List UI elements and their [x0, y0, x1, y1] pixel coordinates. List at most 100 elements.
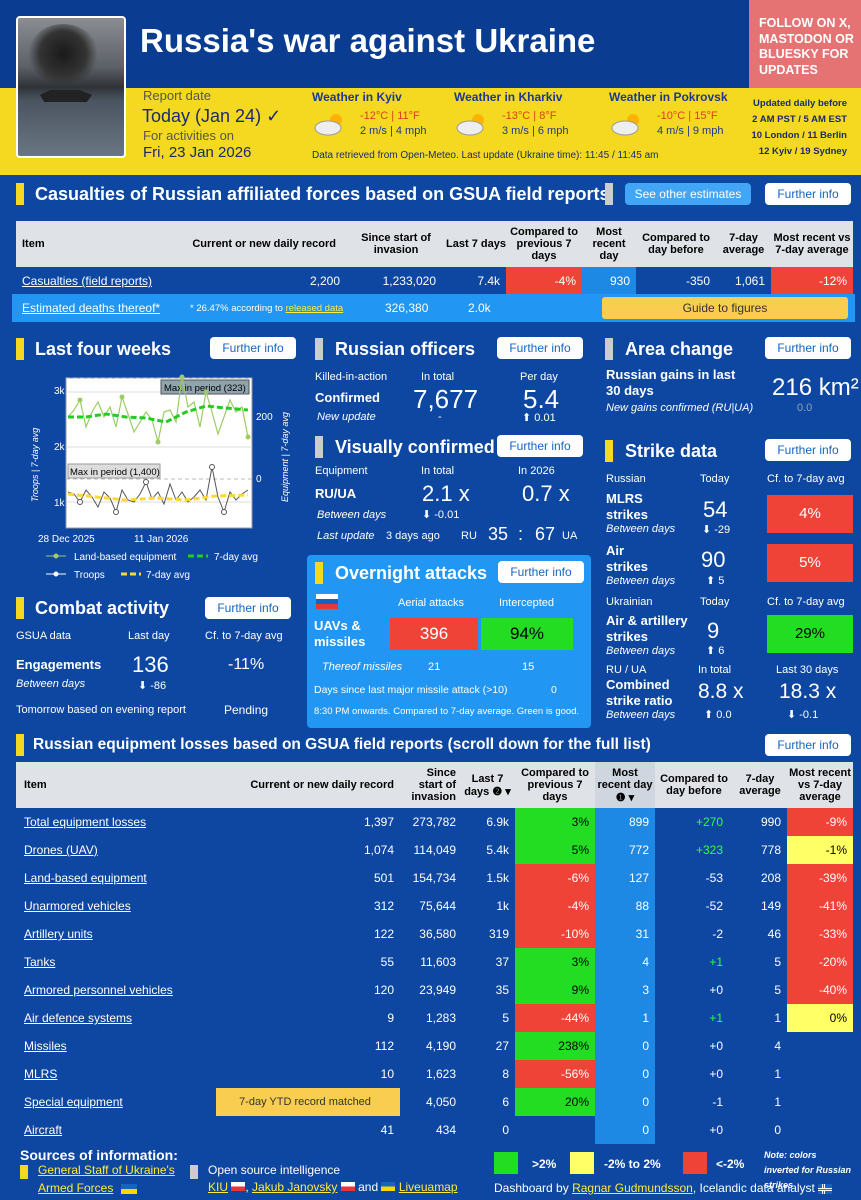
dashboard-credit: Dashboard by Ragnar Gudmundsson, Iceland…	[494, 1181, 833, 1195]
cf-label: Cf. to 7-day avg	[767, 596, 845, 608]
mlrs-label: MLRS strikes	[606, 491, 648, 522]
overnight-further-button[interactable]: Further info	[498, 561, 584, 583]
ruua-label: RU / UA	[606, 664, 647, 676]
deaths-link[interactable]: Estimated deaths thereof*	[22, 301, 161, 315]
engagements-pct: -11%	[228, 656, 265, 673]
strike-title: Strike data	[625, 441, 718, 461]
cf-label: Cf. to 7-day avg	[205, 630, 283, 642]
table-row: Special equipment 7-day YTD record match…	[16, 1088, 853, 1116]
legend-label: Land-based equipment	[74, 552, 177, 563]
kiu-link[interactable]: KIU	[208, 1180, 229, 1194]
released-data-link[interactable]: released data	[285, 303, 344, 314]
equipment-link[interactable]: Air defence systems	[24, 1011, 133, 1025]
table-row: Aircraft 41 434 0 0 +0 0	[16, 1116, 853, 1144]
strike-further-button[interactable]: Further info	[765, 439, 851, 461]
liveuamap-link[interactable]: Liveuamap	[398, 1180, 458, 1194]
area-further-button[interactable]: Further info	[765, 337, 851, 359]
legend-green	[494, 1152, 518, 1174]
confirmed-label: New gains confirmed (RU|UA)	[606, 402, 754, 414]
section-marker	[16, 338, 24, 360]
equipment-link[interactable]: Land-based equipment	[24, 871, 147, 885]
table-row: Casualties (field reports) 2,200 1,233,0…	[16, 267, 853, 295]
equipment-title: Russian equipment losses based on GSUA f…	[33, 736, 651, 753]
equipment-link[interactable]: Aircraft	[24, 1123, 63, 1137]
deaths-total: 326,380	[385, 301, 429, 315]
osint-label: Open source intelligence	[208, 1163, 341, 1177]
equipment-link[interactable]: Tanks	[24, 955, 56, 969]
casualties-link[interactable]: Casualties (field reports)	[22, 274, 153, 288]
other-estimates-button[interactable]: See other estimates	[625, 183, 751, 205]
thereof-label: Thereof missiles	[322, 661, 403, 673]
table-row: Air defence systems 9 1,283 5 -44% 1 +1 …	[16, 1004, 853, 1032]
section-marker	[315, 436, 323, 458]
last-update-label: Last update	[317, 530, 375, 542]
ukraine-flag-icon	[381, 1182, 396, 1191]
equipment-further-button[interactable]: Further info	[765, 734, 851, 756]
casualties-table: Item Current or new daily record Since s…	[16, 221, 853, 295]
engagements-delta: ⬇ -86	[138, 680, 167, 692]
update-schedule: Updated daily before 2 AM PST / 5 AM EST 1…	[751, 98, 847, 157]
gsua-link[interactable]: General Staff of Ukraine's	[38, 1163, 175, 1177]
author-link[interactable]: Ragnar Gudmundsson	[572, 1181, 693, 1195]
equipment-link[interactable]: Artillery units	[24, 927, 93, 941]
table-row: Unarmored vehicles 312 75,644 1k -4% 88 …	[16, 892, 853, 920]
combat-further-button[interactable]: Further info	[205, 597, 291, 619]
table-row: Artillery units 122 36,580 319 -10% 31 -…	[16, 920, 853, 948]
ratio-value: 8.8 x	[698, 680, 744, 703]
cloud-sun-icon	[314, 114, 342, 136]
between-label: Between days	[606, 575, 676, 587]
mlrs-pct: 4%	[767, 495, 853, 533]
russian-label: Russian	[606, 473, 646, 485]
last-update-value: 3 days ago	[386, 530, 440, 542]
four-weeks-further-button[interactable]: Further info	[210, 337, 296, 359]
report-date-label: Report date	[143, 88, 211, 103]
ru-value: 35	[488, 524, 509, 544]
weather-temp: -10°C | 15°F	[657, 110, 718, 122]
per-day-label: Per day	[520, 371, 558, 383]
table-row: Land-based equipment 501 154,734 1.5k -6…	[16, 864, 853, 892]
follow-button[interactable]: FOLLOW ON X, MASTODON OR BLUESKY FOR UPD…	[749, 0, 861, 88]
art-delta: ⬆ 6	[706, 645, 725, 657]
cf-label: Cf. to 7-day avg	[767, 473, 845, 485]
table-row: Tanks 55 11,603 37 3% 4 +1 5 -20%	[16, 948, 853, 976]
visual-total: 2.1 x	[422, 481, 470, 506]
deaths-note: * 26.47% according to released data	[190, 303, 344, 314]
ruua-label: RU/UA	[315, 486, 357, 501]
guide-button[interactable]: Guide to figures	[602, 297, 848, 319]
in-total-label: In total	[698, 664, 732, 676]
ukrainian-label: Ukrainian	[606, 596, 653, 608]
equipment-link[interactable]: Unarmored vehicles	[24, 899, 131, 913]
between-label: Between days	[16, 678, 86, 690]
days-since-label: Days since last major missile attack (>1…	[314, 684, 508, 696]
combined-label: Combined strike ratio	[606, 677, 673, 708]
tick-label: 28 Dec 2025	[38, 534, 95, 545]
equipment-link[interactable]: Missiles	[24, 1039, 67, 1053]
equipment-link[interactable]: Armored personnel vehicles	[24, 983, 173, 997]
jj-link[interactable]: Jakub Janovsky	[252, 1180, 338, 1194]
report-date: Today (Jan 24) ✓	[142, 106, 282, 126]
equipment-link[interactable]: MLRS	[24, 1067, 58, 1081]
officers-perday: 5.4	[523, 384, 560, 414]
days-since-value: 0	[551, 684, 557, 696]
ratio-delta: ⬆ 0.0	[704, 709, 732, 721]
tick-label: 200	[256, 412, 273, 423]
confirmed-label: Confirmed	[315, 390, 380, 405]
officers-further-button[interactable]: Further info	[497, 337, 583, 359]
equipment-link[interactable]: Total equipment losses	[24, 815, 147, 829]
equipment-link[interactable]: Special equipment	[24, 1095, 123, 1109]
and-label: and	[358, 1180, 379, 1194]
armed-forces-link[interactable]: Armed Forces	[38, 1181, 114, 1195]
sources-label: Sources of information:	[20, 1147, 178, 1163]
pending-label: Pending	[224, 703, 269, 717]
ru-label: RU	[461, 530, 477, 542]
aerial-label: Aerial attacks	[398, 597, 465, 609]
table-row: Missiles 112 4,190 27 238% 0 +0 4	[16, 1032, 853, 1060]
casualties-further-button[interactable]: Further info	[765, 183, 851, 205]
last30-label: Last 30 days	[776, 664, 839, 676]
between-label: Between days	[606, 709, 676, 721]
weather-title: Weather in Kharkiv	[454, 90, 563, 104]
four-weeks-chart: 3k 2k 1k 200 0 Troops | 7-day avg Equipm…	[30, 374, 290, 581]
today-label: Today	[700, 473, 730, 485]
visual-further-button[interactable]: Further info	[497, 435, 583, 457]
equipment-link[interactable]: Drones (UAV)	[24, 843, 98, 857]
